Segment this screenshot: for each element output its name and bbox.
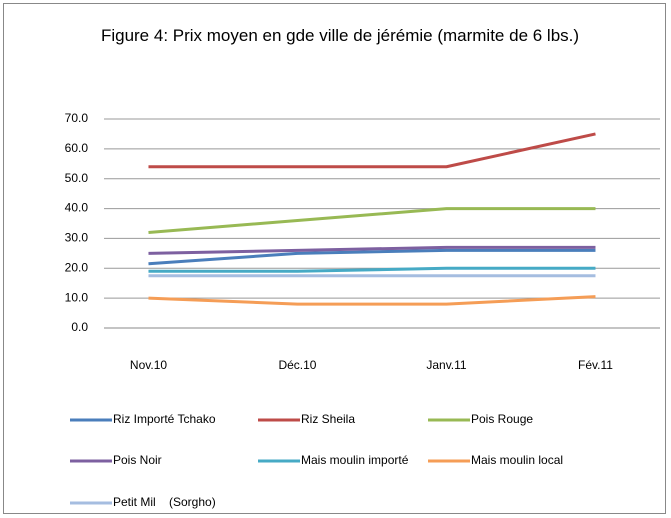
- x-tick-label: Janv.11: [426, 358, 467, 372]
- y-tick-label: 20.0: [65, 260, 89, 274]
- y-tick-label: 0.0: [71, 320, 88, 334]
- legend-label: Pois Rouge: [471, 412, 533, 426]
- legend-label: Mais moulin importé: [301, 453, 409, 467]
- y-tick-label: 10.0: [65, 290, 89, 304]
- chart-title: Figure 4: Prix moyen en gde ville de jér…: [100, 26, 580, 45]
- x-tick-label: Nov.10: [130, 358, 167, 372]
- data-line: [148, 248, 596, 266]
- data-line: [148, 207, 596, 234]
- legend-label: Riz Importé Tchako: [113, 412, 216, 426]
- y-tick-label: 60.0: [65, 141, 89, 155]
- data-line: [148, 245, 596, 255]
- y-tick-label: 40.0: [65, 201, 89, 215]
- chart-frame: [3, 3, 666, 514]
- y-tick-label: 50.0: [65, 171, 89, 185]
- legend-label: Petit Mil (Sorgho): [113, 495, 216, 509]
- data-line: [148, 266, 596, 273]
- legend-label: Riz Sheila: [301, 412, 355, 426]
- legend-label: Pois Noir: [113, 453, 162, 467]
- y-tick-label: 30.0: [65, 231, 89, 245]
- x-tick-label: Fév.11: [578, 358, 613, 372]
- y-tick-label: 70.0: [65, 111, 89, 125]
- data-line: [148, 132, 596, 169]
- legend-label: Mais moulin local: [471, 453, 563, 467]
- data-line: [148, 295, 596, 306]
- x-tick-label: Déc.10: [278, 358, 316, 372]
